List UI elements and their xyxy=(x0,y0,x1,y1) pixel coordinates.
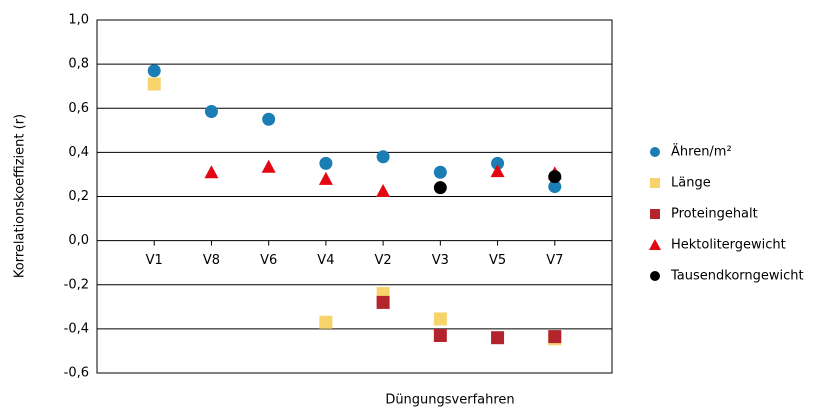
data-point xyxy=(147,77,161,91)
data-point xyxy=(548,170,562,184)
y-tick-label: 1,0 xyxy=(68,13,89,28)
data-point xyxy=(376,183,391,197)
y-tick-label: 0,0 xyxy=(68,233,89,248)
plot-border xyxy=(96,19,613,374)
data-point xyxy=(433,328,447,342)
x-tick-label: V2 xyxy=(375,253,392,268)
legend-marker xyxy=(650,271,660,281)
data-point xyxy=(490,164,505,178)
legend-label: Tausendkorngewicht xyxy=(670,269,804,284)
x-tick-label: V8 xyxy=(203,253,220,268)
legend-marker xyxy=(650,147,660,157)
y-tick-label: -0,2 xyxy=(64,277,89,292)
data-point xyxy=(548,180,562,194)
data-point xyxy=(376,295,390,309)
data-point xyxy=(204,165,219,179)
legend-marker xyxy=(649,239,661,250)
x-tick-label: V6 xyxy=(260,253,277,268)
data-point xyxy=(548,330,562,344)
x-axis-label: Düngungsverfahren xyxy=(385,393,514,408)
data-point xyxy=(204,105,218,119)
y-tick-label: 0,4 xyxy=(68,145,89,160)
data-point xyxy=(147,64,161,78)
legend-label: Ähren/m² xyxy=(671,144,732,160)
y-tick-label: 0,2 xyxy=(68,189,89,204)
y-tick-label: 0,6 xyxy=(68,101,89,116)
y-axis-label: Korrelationskoeffizient (r) xyxy=(13,114,28,278)
x-tick-label: V7 xyxy=(546,253,563,268)
data-point xyxy=(319,315,333,329)
data-point xyxy=(491,156,505,170)
x-tick-label: V4 xyxy=(317,253,334,268)
data-point xyxy=(433,165,447,179)
legend-marker xyxy=(650,209,660,219)
data-point xyxy=(376,150,390,164)
data-point xyxy=(433,312,447,326)
legend-label: Hektolitergewicht xyxy=(671,238,786,253)
data-point xyxy=(433,181,447,195)
legend-label: Länge xyxy=(671,176,711,191)
data-point xyxy=(262,112,276,126)
y-tick-label: 0,8 xyxy=(68,57,89,72)
x-tick-label: V5 xyxy=(489,253,506,268)
data-point xyxy=(319,156,333,170)
data-point xyxy=(261,159,276,173)
legend-label: Proteingehalt xyxy=(671,207,758,222)
legend-marker xyxy=(650,178,660,188)
y-tick-label: -0,4 xyxy=(64,321,89,336)
y-tick-label: -0,6 xyxy=(64,366,89,381)
data-point xyxy=(491,331,505,345)
data-point xyxy=(318,171,333,185)
x-tick-label: V3 xyxy=(432,253,449,268)
x-tick-label: V1 xyxy=(146,253,163,268)
